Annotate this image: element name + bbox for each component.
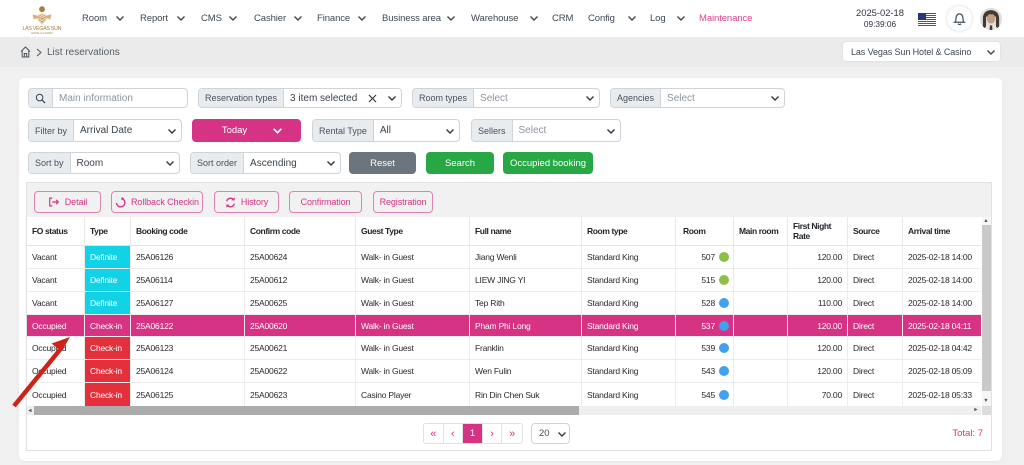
svg-text:HOTEL & CASINO: HOTEL & CASINO — [31, 31, 54, 34]
svg-text:LAS VEGAS SUN: LAS VEGAS SUN — [23, 26, 62, 32]
